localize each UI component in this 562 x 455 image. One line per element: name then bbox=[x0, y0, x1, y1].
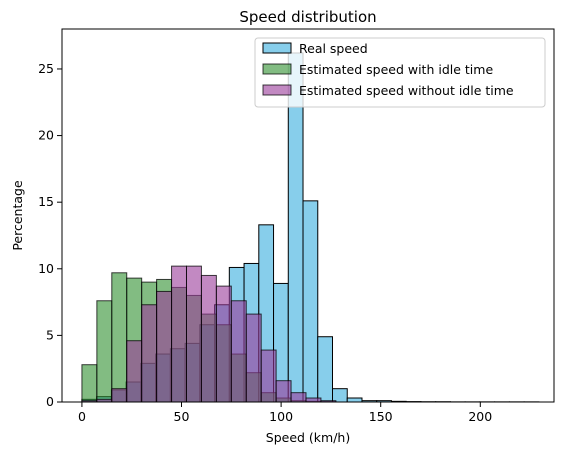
histogram-bar bbox=[215, 285, 232, 403]
legend: Real speed Estimated speed with idle time… bbox=[254, 37, 546, 108]
histogram-bar bbox=[230, 300, 247, 403]
histogram-bar bbox=[171, 265, 187, 403]
histogram-bar bbox=[290, 392, 307, 403]
legend-label: Real speed bbox=[299, 41, 368, 56]
legend-label: Estimated speed without idle time bbox=[299, 83, 514, 98]
histogram-bar bbox=[185, 265, 202, 403]
histogram-bar bbox=[275, 380, 292, 403]
histogram-bar bbox=[260, 349, 277, 403]
x-tick-label: 150 bbox=[369, 409, 393, 424]
x-tick-label: 0 bbox=[78, 409, 86, 424]
x-axis-label: Speed (km/h) bbox=[266, 430, 350, 445]
y-tick-label: 10 bbox=[38, 261, 54, 276]
legend-swatch bbox=[262, 84, 292, 96]
y-tick-label: 5 bbox=[46, 327, 54, 342]
histogram-bar bbox=[156, 290, 173, 403]
legend-label: Estimated speed with idle time bbox=[299, 62, 493, 77]
legend-swatch bbox=[262, 42, 292, 54]
y-axis-label: Percentage bbox=[10, 180, 25, 251]
histogram-bar bbox=[332, 388, 348, 403]
y-axis-ticks: 0 5 10 15 20 25 bbox=[38, 61, 62, 409]
histogram-bar bbox=[305, 397, 322, 403]
x-tick-label: 50 bbox=[174, 409, 190, 424]
x-tick-label: 100 bbox=[269, 409, 293, 424]
histogram-bar bbox=[200, 274, 217, 403]
histogram-bar bbox=[81, 364, 98, 403]
axes-frame bbox=[61, 28, 555, 403]
x-tick-label: 200 bbox=[468, 409, 492, 424]
y-tick-label: 15 bbox=[38, 194, 54, 209]
y-tick-label: 25 bbox=[38, 61, 54, 76]
histogram-bar bbox=[96, 300, 113, 403]
y-tick-label: 0 bbox=[46, 394, 54, 409]
y-tick-label: 20 bbox=[38, 128, 54, 143]
bars-layer bbox=[81, 52, 540, 403]
histogram-bar bbox=[245, 313, 262, 403]
histogram-bar bbox=[126, 340, 143, 403]
series-group bbox=[81, 265, 337, 403]
histogram-bar bbox=[111, 272, 128, 403]
chart-title: Speed distribution bbox=[239, 8, 376, 26]
x-axis-ticks: 0 50 100 150 200 bbox=[78, 402, 492, 424]
histogram-bar bbox=[317, 336, 334, 403]
histogram-bar bbox=[346, 397, 363, 403]
axes-border bbox=[61, 28, 555, 403]
histogram-bar bbox=[141, 304, 158, 403]
legend-frame bbox=[254, 37, 546, 108]
histogram-bar bbox=[302, 200, 319, 403]
histogram-bar bbox=[111, 388, 128, 403]
legend-swatch bbox=[262, 63, 292, 75]
